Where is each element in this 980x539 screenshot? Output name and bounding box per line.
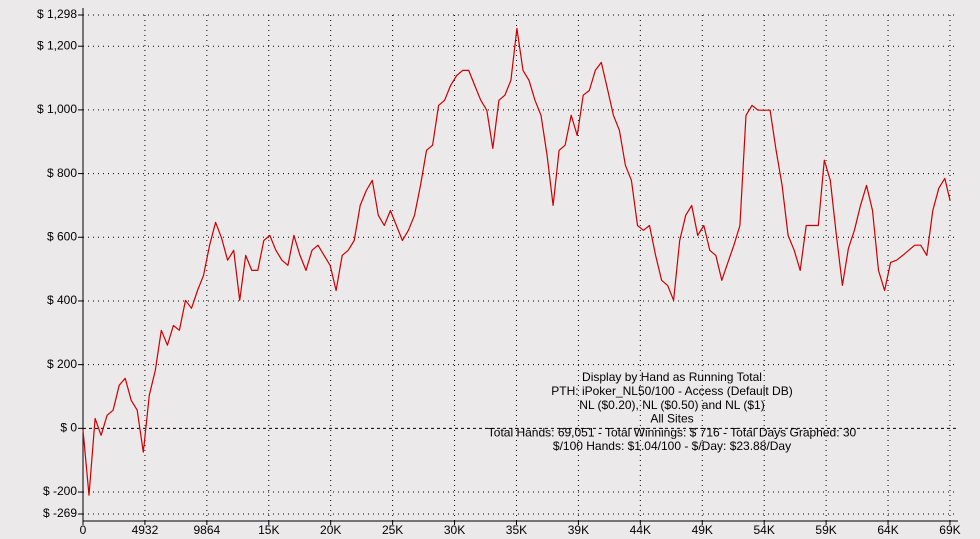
y-tick-label: $ 400	[47, 293, 77, 307]
x-tick-label: 64K	[877, 523, 898, 537]
x-tick-label: 44K	[630, 523, 651, 537]
x-tick-label: 30K	[444, 523, 465, 537]
x-tick-label: 69K	[939, 523, 960, 537]
annotation-line: All Sites	[650, 412, 693, 426]
x-tick-label: 54K	[754, 523, 775, 537]
annotation-line: Display by Hand as Running Total	[582, 370, 762, 384]
x-tick-label: 59K	[815, 523, 836, 537]
x-tick-label: 4932	[132, 523, 159, 537]
y-tick-label: $ -269	[43, 506, 77, 520]
annotation-line: Total Hands: 69,051 - Total Winnings: $ …	[488, 425, 857, 439]
y-tick-label: $ -200	[43, 484, 77, 498]
y-tick-label: $ 200	[47, 357, 77, 371]
annotation-line: NL ($0.20), NL ($0.50) and NL ($1)	[579, 398, 764, 412]
x-tick-label: 15K	[258, 523, 279, 537]
y-tick-label: $ 1,200	[37, 38, 77, 52]
x-tick-label: 25K	[382, 523, 403, 537]
y-tick-label: $ 600	[47, 229, 77, 243]
x-tick-label: 49K	[692, 523, 713, 537]
x-tick-label: 9864	[194, 523, 221, 537]
x-tick-label: 39K	[568, 523, 589, 537]
y-tick-label: $ 0	[60, 421, 77, 435]
annotation-line: PTH: iPoker_NL50/100 - Access (Default D…	[551, 384, 792, 398]
x-tick-label: 20K	[320, 523, 341, 537]
x-tick-label: 35K	[506, 523, 527, 537]
y-tick-label: $ 1,000	[37, 102, 77, 116]
y-tick-label: $ 800	[47, 166, 77, 180]
x-tick-label: 0	[80, 523, 87, 537]
y-tick-label: $ 1,298	[37, 7, 77, 21]
line	[82, 27, 951, 496]
annotation-line: $/100 Hands: $1.04/100 - $/Day: $23.88/D…	[553, 439, 791, 453]
